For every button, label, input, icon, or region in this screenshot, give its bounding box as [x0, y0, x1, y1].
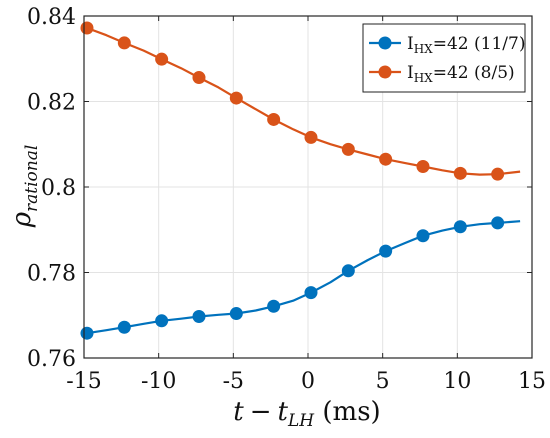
x-axis-title-subscript: LH [287, 411, 315, 431]
legend-entry-2: IHX=42 (8/5) [369, 63, 515, 85]
data-point-series-2 [341, 142, 355, 156]
data-point-series-2 [155, 52, 169, 66]
data-point-series-2 [267, 112, 281, 126]
y-tick-label: 0.76 [27, 347, 76, 372]
axes [83, 15, 533, 359]
x-tick-label: 10 [443, 369, 471, 394]
x-tick-label: 5 [376, 369, 390, 394]
data-point-series-1 [341, 264, 355, 278]
data-point-series-2 [80, 21, 94, 35]
x-axis-title-minus: − [250, 397, 272, 427]
data-point-series-1 [229, 307, 243, 321]
x-axis-title-unit: (ms) [314, 397, 381, 427]
x-axis-title: t − tLH (ms) [233, 397, 380, 431]
legend-swatch-marker [378, 65, 392, 79]
data-point-series-1 [379, 244, 393, 258]
data-point-series-2 [117, 36, 131, 50]
y-tick-label: 0.82 [27, 91, 76, 116]
tick-labels: -15 -10 -5 0 5 10 15 0.76 0.78 0.8 0.82 0.84 [27, 5, 546, 394]
data-point-series-2 [416, 159, 430, 173]
x-axis-title-t2: t [278, 397, 289, 427]
x-axis-title-t: t [233, 397, 244, 427]
data-point-series-2 [379, 152, 393, 166]
data-point-series-1 [155, 314, 169, 328]
data-point-series-1 [453, 220, 467, 234]
data-point-series-2 [229, 91, 243, 105]
y-tick-label: 0.84 [27, 5, 76, 30]
x-tick-label: -15 [66, 369, 101, 394]
series-line-1 [86, 220, 521, 335]
data-point-series-1 [491, 216, 505, 230]
data-point-series-1 [117, 320, 131, 334]
x-tick-label: -10 [141, 369, 176, 394]
y-axis-title-subscript: rational [22, 145, 42, 212]
x-tick-label: 15 [518, 369, 546, 394]
x-tick-label: -5 [223, 369, 244, 394]
legend-label-main: I [407, 34, 414, 54]
legend-label: IHX=42 (11/7) [407, 34, 525, 56]
data-point-series-1 [304, 286, 318, 300]
data-point-series-2 [491, 167, 505, 181]
data-point-series-1 [267, 299, 281, 313]
series-lines [80, 21, 521, 340]
legend-label-rest: =42 (8/5) [433, 63, 515, 83]
legend-label-main: I [407, 63, 414, 83]
data-point-series-1 [416, 229, 430, 243]
x-tick-label: 0 [301, 369, 315, 394]
legend-box [362, 23, 526, 93]
legend: IHX=42 (11/7) IHX=42 (8/5) [362, 23, 526, 93]
y-tick-label: 0.78 [27, 262, 76, 287]
legend-label-rest: =42 (11/7) [433, 34, 526, 54]
data-point-series-2 [453, 166, 467, 180]
legend-label: IHX=42 (8/5) [407, 63, 515, 85]
data-point-series-2 [304, 130, 318, 144]
data-point-series-1 [80, 326, 94, 340]
legend-entry-1: IHX=42 (11/7) [369, 34, 525, 56]
y-tick-label: 0.8 [41, 176, 76, 201]
legend-swatch-marker [378, 36, 392, 50]
legend-label-sub: HX [414, 71, 433, 85]
y-axis-title: ρrational [7, 145, 42, 229]
data-point-series-1 [192, 310, 206, 324]
y-axis-title-rho: ρ [7, 211, 37, 228]
data-point-series-2 [192, 71, 206, 85]
legend-label-sub: HX [414, 42, 433, 56]
